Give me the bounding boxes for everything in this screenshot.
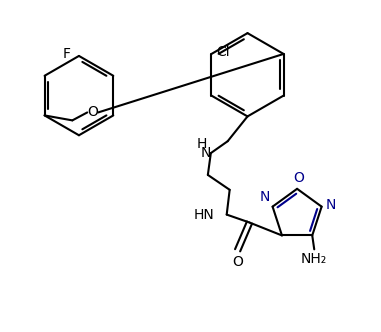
Text: O: O [294, 171, 304, 185]
Text: H: H [197, 137, 207, 151]
Text: N: N [200, 146, 211, 160]
Text: N: N [259, 190, 270, 204]
Text: N: N [326, 198, 336, 211]
Text: HN: HN [194, 208, 215, 221]
Text: NH₂: NH₂ [301, 252, 327, 266]
Text: Cl: Cl [216, 45, 230, 59]
Text: F: F [63, 47, 71, 61]
Text: O: O [87, 106, 98, 120]
Text: O: O [232, 255, 243, 269]
